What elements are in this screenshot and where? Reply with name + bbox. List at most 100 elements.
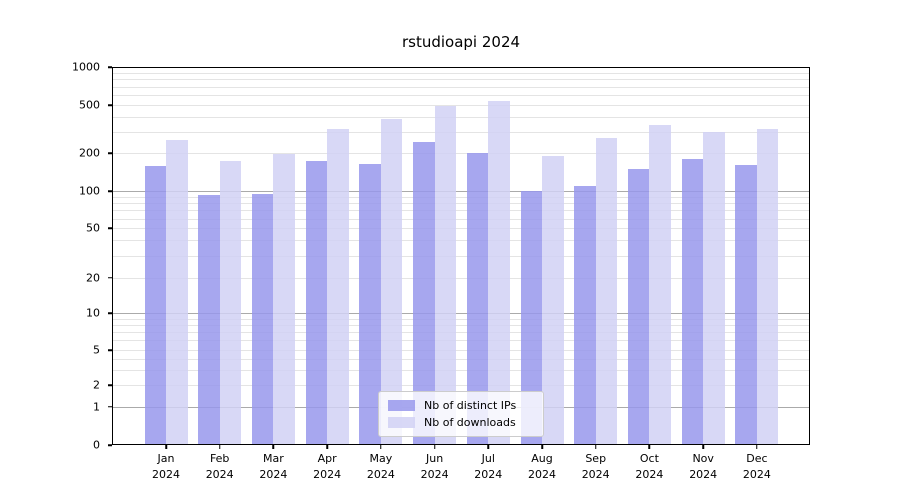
gridline-minor <box>112 95 810 96</box>
bar-downloads-jun <box>434 106 457 445</box>
y-axis: 1000 500 200 100 50 20 10 5 2 1 0 <box>0 61 112 452</box>
bar-distinct-ips-may <box>359 164 381 445</box>
bar-downloads-feb <box>219 160 242 445</box>
gridline-minor <box>112 105 810 106</box>
plot-area <box>112 67 810 445</box>
bar-distinct-ips-nov <box>681 159 704 445</box>
x-tick <box>487 445 490 449</box>
gridline-minor <box>112 369 810 371</box>
y-tick-label: 100 <box>79 184 100 198</box>
chart-title: rstudioapi 2024 <box>401 33 521 51</box>
x-tick-label: Nov 2024 <box>689 452 718 481</box>
legend-swatch-downloads <box>388 417 415 428</box>
bar-downloads-jan <box>166 139 188 445</box>
legend-label-distinct-ips: Nb of distinct IPs <box>424 399 517 412</box>
x-tick <box>326 445 328 449</box>
bar-distinct-ips-dec <box>735 165 757 445</box>
x-tick <box>541 445 543 449</box>
x-tick <box>380 445 382 449</box>
y-tick-label: 500 <box>79 98 100 112</box>
y-tick <box>108 384 112 386</box>
x-tick-label: Jun 2024 <box>420 452 449 481</box>
gridline-minor <box>112 203 810 204</box>
gridline-minor <box>112 325 810 327</box>
bar-downloads-mar <box>273 153 295 445</box>
gridline-minor <box>112 332 810 334</box>
x-tick-label: May 2024 <box>366 452 395 481</box>
gridline-minor <box>112 228 810 230</box>
x-tick <box>218 445 221 449</box>
gridline-minor <box>112 385 810 386</box>
bar-downloads-may <box>380 118 403 445</box>
y-tick <box>108 276 112 279</box>
x-tick <box>648 445 651 449</box>
gridline-minor <box>112 340 810 342</box>
legend-item-downloads: Nb of downloads <box>388 416 534 429</box>
legend-label-downloads: Nb of downloads <box>424 416 516 429</box>
y-tick-label: 1 <box>93 400 100 414</box>
bar-distinct-ips-feb <box>198 194 220 445</box>
y-tick <box>108 405 112 408</box>
bar-downloads-dec <box>756 128 779 445</box>
y-tick <box>108 152 112 155</box>
y-tick-label: 0 <box>93 438 100 452</box>
gridline-minor <box>112 79 810 81</box>
x-tick-label: Oct 2024 <box>635 452 664 481</box>
legend-item-distinct-ips: Nb of distinct IPs <box>388 399 534 412</box>
bar-downloads-apr <box>327 129 349 445</box>
y-tick <box>108 227 112 230</box>
legend-swatch-distinct-ips <box>388 400 415 411</box>
bar-distinct-ips-mar <box>251 193 274 445</box>
y-tick-label: 2 <box>93 378 100 392</box>
gridline-minor <box>112 240 810 242</box>
y-tick-label: 20 <box>86 271 100 285</box>
y-tick-label: 200 <box>79 146 100 160</box>
y-tick <box>108 104 112 106</box>
x-tick <box>165 445 167 449</box>
y-tick-label: 50 <box>86 221 100 235</box>
y-tick-label: 1000 <box>72 60 100 74</box>
bar-downloads-oct <box>649 125 671 445</box>
x-tick <box>702 445 704 449</box>
gridline-minor <box>112 196 810 198</box>
y-tick <box>108 312 112 315</box>
bar-distinct-ips-apr <box>305 161 328 445</box>
y-tick <box>108 349 112 351</box>
x-tick <box>594 445 597 449</box>
x-tick-label: Apr 2024 <box>313 452 342 481</box>
bar-distinct-ips-jul <box>466 153 489 445</box>
gridline-major <box>112 313 810 315</box>
bar-distinct-ips-aug <box>520 191 542 445</box>
gridline-minor <box>112 318 810 320</box>
bar-downloads-jul <box>488 100 510 445</box>
bar-distinct-ips-jun <box>413 141 435 445</box>
bar-downloads-nov <box>703 132 725 445</box>
gridline-minor <box>112 255 810 257</box>
y-tick-label: 10 <box>86 306 100 320</box>
gridline-minor <box>112 72 810 74</box>
x-tick-label: Dec 2024 <box>742 452 771 481</box>
x-tick-label: Jan 2024 <box>152 452 180 481</box>
x-tick <box>433 445 436 449</box>
gridline-minor <box>112 358 810 360</box>
y-tick <box>108 444 112 446</box>
gridline-minor <box>112 116 810 118</box>
bar-distinct-ips-sep <box>574 185 596 445</box>
legend: Nb of distinct IPs Nb of downloads <box>378 391 544 437</box>
gridline-minor <box>112 153 810 155</box>
x-tick <box>756 445 758 449</box>
gridline-minor <box>112 218 810 220</box>
y-tick-label: 5 <box>93 343 100 357</box>
x-tick-label: Sep 2024 <box>581 452 610 481</box>
x-tick-label: Aug 2024 <box>528 452 556 481</box>
gridline-minor <box>112 277 810 279</box>
x-tick <box>272 445 275 449</box>
gridline-major <box>112 67 810 68</box>
gridline-minor <box>112 350 810 351</box>
gridline-minor <box>112 86 810 88</box>
y-tick <box>108 190 112 192</box>
gridline-minor <box>112 210 810 212</box>
bar-downloads-sep <box>595 137 618 445</box>
x-tick-label: Feb 2024 <box>205 452 234 481</box>
bar-distinct-ips-jan <box>144 166 166 445</box>
